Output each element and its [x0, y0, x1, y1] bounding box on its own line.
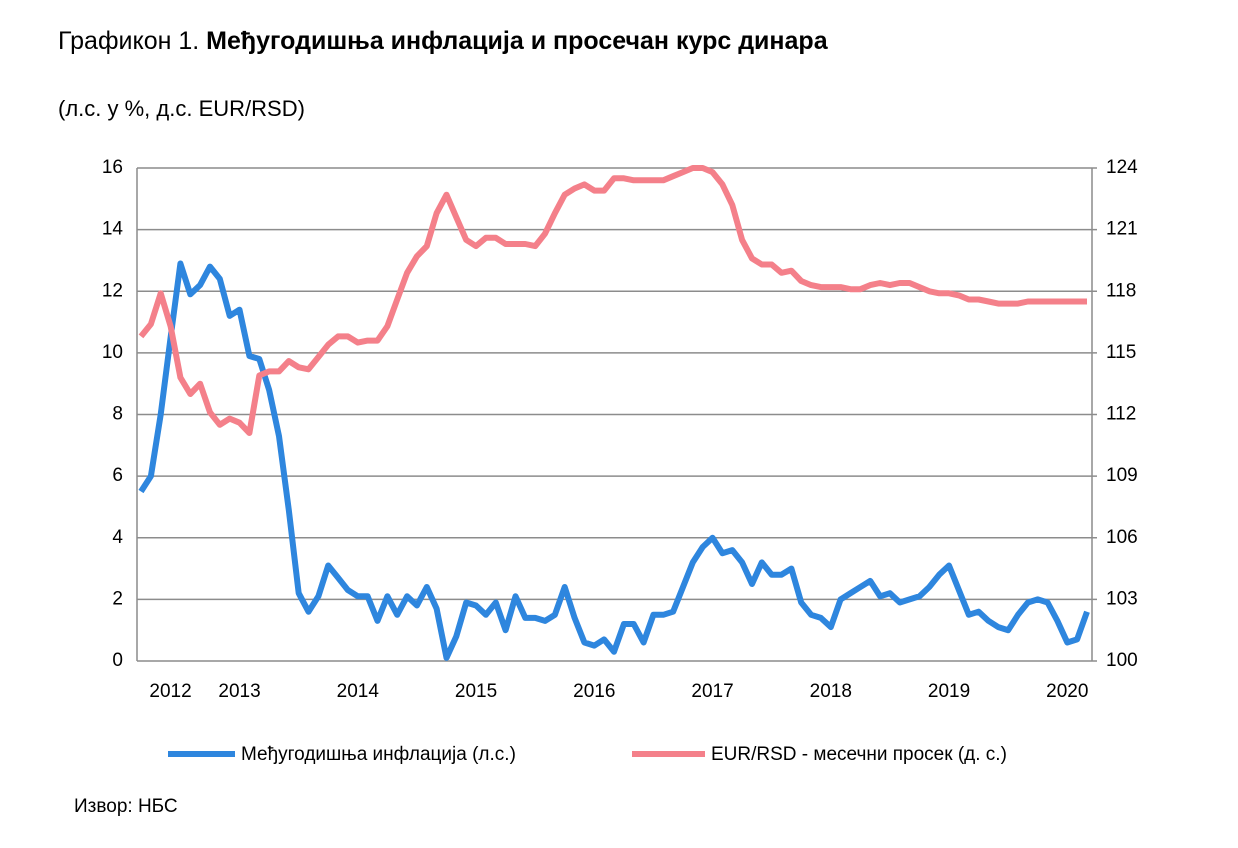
y2-tick-label: 118: [1106, 280, 1136, 301]
y2-tick-label: 115: [1106, 342, 1136, 363]
y-tick-label: 10: [102, 342, 123, 363]
legend-label: EUR/RSD - месечни просек (д. с.): [711, 744, 1007, 765]
x-tick-label: 2013: [218, 681, 260, 702]
x-tick-label: 2016: [573, 681, 615, 702]
series-line: [138, 165, 1087, 436]
y-tick-label: 6: [112, 465, 123, 486]
y2-tick-label: 121: [1106, 219, 1138, 240]
chart-title: Међугодишња инфлација и просечан курс ди…: [206, 27, 828, 55]
x-tick-label: 2017: [691, 681, 733, 702]
y-tick-label: 4: [112, 527, 123, 548]
y-tick-label: 14: [102, 219, 124, 240]
series-line: [138, 260, 1090, 661]
y2-tick-label: 100: [1106, 650, 1138, 671]
title-label: Графикон 1.: [58, 27, 200, 55]
y-tick-label: 12: [102, 280, 123, 301]
y2-tick-label: 103: [1106, 588, 1138, 609]
legend-label: Међугодишња инфлација (л.с.): [241, 744, 516, 765]
x-tick-label: 2012: [149, 681, 191, 702]
title-block: Графикон 1. Међугодишња инфлација и прос…: [58, 26, 938, 57]
x-tick-label: 2014: [337, 681, 380, 702]
x-tick-label: 2015: [455, 681, 497, 702]
y2-tick-label: 106: [1106, 527, 1138, 548]
y-tick-label: 2: [112, 588, 123, 609]
x-tick-label: 2020: [1046, 681, 1088, 702]
source: Извор: НБС: [74, 796, 178, 817]
x-tick-label: 2018: [810, 681, 852, 702]
y-tick-label: 8: [112, 404, 123, 425]
y2-tick-label: 112: [1106, 404, 1136, 425]
y2-tick-label: 124: [1106, 157, 1138, 178]
y-tick-label: 0: [112, 650, 123, 671]
subtitle: (л.с. у %, д.с. EUR/RSD): [58, 96, 305, 121]
y2-tick-label: 109: [1106, 465, 1138, 486]
y-tick-label: 16: [102, 157, 123, 178]
x-tick-label: 2019: [928, 681, 970, 702]
